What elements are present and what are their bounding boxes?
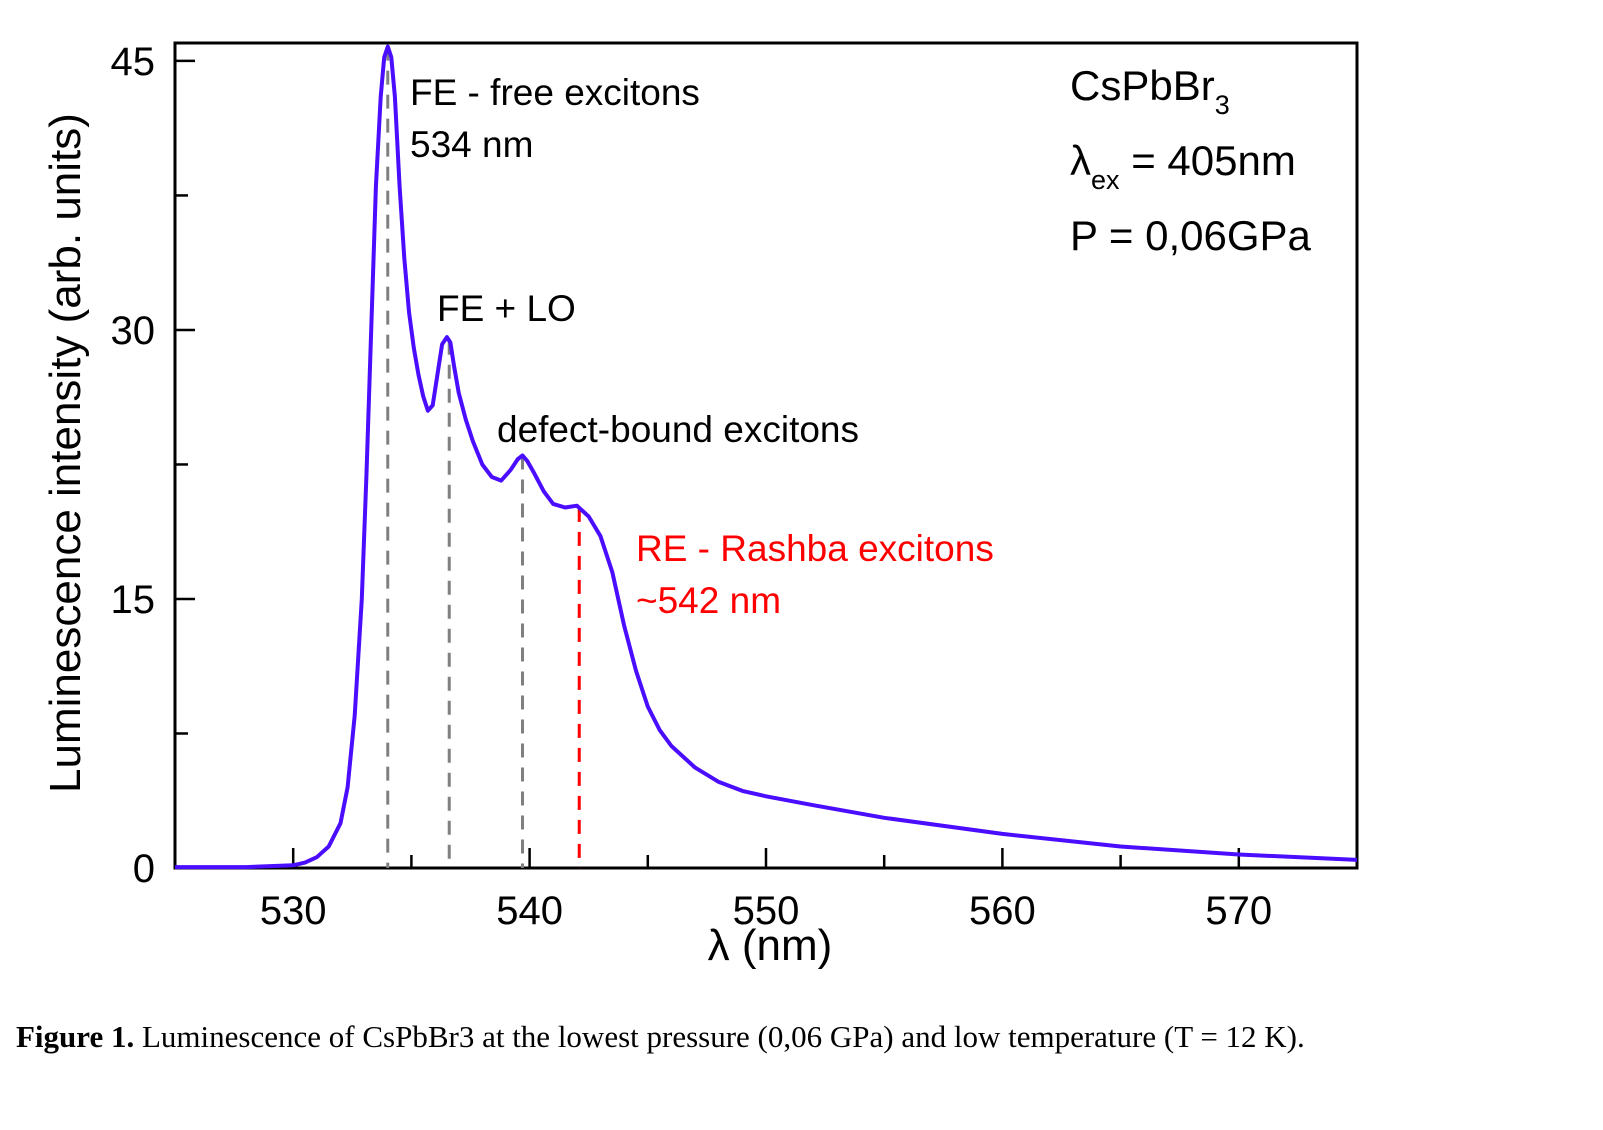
x-tick-label: 550	[733, 889, 800, 933]
y-tick-label: 30	[111, 309, 156, 353]
x-tick-label: 530	[260, 889, 327, 933]
x-axis: 530 540 550 560 570	[173, 848, 1359, 933]
annotation-rashba-wavelength: ~542 nm	[636, 580, 781, 621]
y-axis: 0 15 30 45	[111, 40, 195, 891]
luminescence-series-line	[175, 44, 1358, 870]
caption-text: Luminescence of CsPbBr3 at the lowest pr…	[134, 1019, 1305, 1054]
chart: 530 540 550 560 570 0 15 30 45 λ (nm) Luminesce…	[41, 40, 1359, 970]
annotation-free-excitons: FE - free excitons	[410, 72, 700, 113]
x-tick-label: 540	[496, 889, 563, 933]
caption-label: Figure 1.	[16, 1019, 135, 1054]
annotation-free-excitons-wavelength: 534 nm	[410, 124, 533, 165]
series-group	[175, 44, 1358, 870]
annotation-defect-bound: defect-bound excitons	[497, 409, 859, 450]
x-tick-label: 570	[1205, 889, 1272, 933]
info-lambda-symbol: λ	[1070, 137, 1091, 184]
figure-caption: Figure 1. Luminescence of CsPbBr3 at the…	[16, 1018, 1586, 1057]
info-formula: CsPbBr3	[1070, 62, 1230, 120]
peak-marker-lines	[386, 46, 581, 868]
y-axis-title: Luminescence intensity (arb. units)	[41, 113, 90, 793]
x-axis-title: λ (nm)	[708, 921, 833, 970]
info-excitation: λex = 405nm	[1070, 137, 1296, 195]
info-formula-subscript: 3	[1215, 90, 1230, 120]
y-tick-label: 45	[111, 40, 156, 84]
info-pressure: P = 0,06GPa	[1070, 212, 1312, 259]
x-tick-label: 560	[969, 889, 1036, 933]
info-formula-main: CsPbBr	[1070, 62, 1215, 109]
y-tick-label: 15	[111, 578, 156, 622]
annotation-fe-lo: FE + LO	[437, 288, 576, 329]
info-lambda-subscript: ex	[1091, 165, 1120, 195]
y-tick-label: 0	[133, 847, 155, 891]
info-lambda-value: = 405nm	[1120, 137, 1296, 184]
annotation-rashba-excitons: RE - Rashba excitons	[636, 528, 994, 569]
